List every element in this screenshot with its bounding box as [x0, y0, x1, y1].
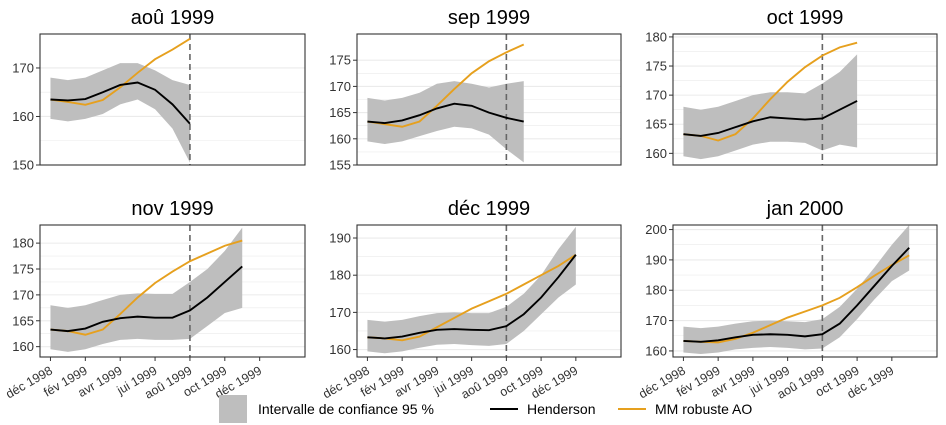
series-henderson-line: [683, 247, 910, 343]
y-tick-label: 175: [12, 262, 34, 277]
series-robust-line: [367, 43, 525, 128]
panel-frame: [672, 224, 938, 358]
y-tick-label: 180: [12, 236, 34, 251]
y-tick-label: 165: [329, 105, 351, 120]
series-robust-line: [683, 254, 910, 344]
panel-plot: [50, 34, 191, 165]
panel-1: aoû 1999 150 160 170: [12, 7, 306, 173]
y-tick-label: 175: [645, 59, 667, 74]
y-tick-label: 155: [329, 158, 351, 173]
panel-title: nov 1999: [131, 198, 213, 220]
panel-title: aoû 1999: [131, 7, 214, 29]
legend-robust-label: MM robuste AO: [655, 401, 752, 417]
y-tick-label: 160: [12, 109, 34, 124]
panel-3: oct 1999 160 165 170 175 180: [645, 7, 938, 166]
panel-title: jan 2000: [766, 198, 844, 220]
panel-plot: [50, 225, 243, 357]
panel-frame: [356, 224, 622, 358]
series-robust-line: [50, 38, 191, 106]
confidence-band: [683, 225, 910, 354]
panel-frame: [39, 224, 306, 358]
confidence-band: [50, 63, 190, 163]
panel-2: sep 1999 155 160 165 170 175: [329, 7, 622, 173]
panel-frame: [356, 33, 622, 166]
legend-band-key: [219, 395, 247, 423]
y-tick-label: 170: [645, 313, 667, 328]
series-henderson-line: [683, 100, 858, 137]
panel-frame: [39, 33, 306, 166]
y-tick-label: 165: [12, 313, 34, 328]
y-tick-label: 170: [329, 79, 351, 94]
y-tick-label: 170: [645, 88, 667, 103]
confidence-band: [683, 54, 858, 160]
y-tick-label: 160: [645, 343, 667, 358]
y-tick-label: 160: [645, 146, 667, 161]
y-tick-label: 190: [329, 231, 351, 246]
panels: aoû 1999 150 160 170 sep 1999 155 160 165 170 175…: [3, 7, 938, 402]
confidence-band: [50, 227, 243, 352]
series-henderson-line: [50, 265, 243, 333]
y-tick-label: 170: [12, 60, 34, 75]
panel-plot: [683, 225, 910, 357]
y-tick-label: 175: [329, 53, 351, 68]
y-tick-label: 160: [329, 131, 351, 146]
legend-henderson-label: Henderson: [527, 401, 596, 417]
legend: Intervalle de confiance 95 % Henderson M…: [219, 395, 752, 423]
series-robust-line: [50, 239, 243, 336]
y-tick-label: 180: [329, 268, 351, 283]
series-henderson-line: [50, 81, 191, 125]
series-robust-line: [683, 41, 858, 142]
y-tick-label: 200: [645, 222, 667, 237]
y-tick-label: 150: [12, 158, 34, 173]
panel-plot: [683, 34, 858, 165]
series-henderson-line: [367, 102, 524, 125]
panel-plot: [367, 225, 577, 357]
y-tick-label: 180: [645, 283, 667, 298]
legend-band-label: Intervalle de confiance 95 %: [258, 401, 434, 417]
series-henderson-line: [367, 254, 577, 340]
panel-plot: [367, 34, 525, 165]
y-tick-label: 160: [329, 342, 351, 357]
series-robust-line: [367, 253, 577, 342]
confidence-band: [367, 226, 576, 354]
y-tick-label: 170: [12, 287, 34, 302]
y-tick-label: 180: [645, 29, 667, 44]
panel-frame: [672, 33, 938, 166]
panel-title: oct 1999: [767, 7, 844, 29]
panel-title: déc 1999: [448, 198, 530, 220]
panel-title: sep 1999: [448, 7, 530, 29]
confidence-band: [367, 81, 524, 163]
y-tick-label: 165: [645, 117, 667, 132]
y-tick-label: 160: [12, 339, 34, 354]
y-tick-label: 190: [645, 252, 667, 267]
y-tick-label: 170: [329, 305, 351, 320]
